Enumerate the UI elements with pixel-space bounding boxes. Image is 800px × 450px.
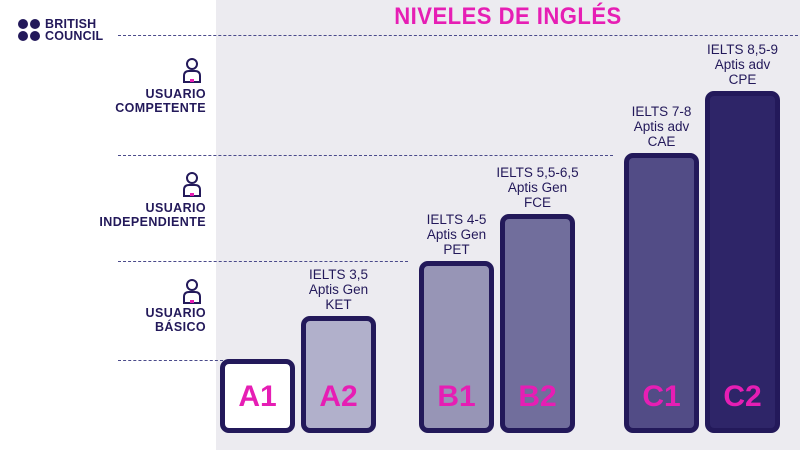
level-label-line: BÁSICO [154,320,206,334]
level-label-basico: USUARIO BÁSICO [0,306,206,334]
separator-competente [118,155,613,156]
logo-dots-icon [18,19,40,41]
bar-exam-label-line: Aptis Gen [426,227,487,242]
level-label-independiente: USUARIO INDEPENDIENTE [0,201,206,229]
bar-code-label: B1 [437,380,476,413]
logo-text-line2: COUNCIL [45,29,104,43]
bar-code-label: B2 [518,380,557,413]
bar-a2: A2 [301,316,376,433]
bar-exam-label-line: CPE [728,72,757,87]
bar-exam-label-line: IELTS 4-5 [426,212,487,227]
british-council-logo: BRITISH COUNCIL [18,18,103,42]
chart-title: NIVELES DE INGLÉS [394,3,622,30]
level-label-line: USUARIO [145,201,206,215]
bar-exam-label-line: IELTS 3,5 [308,267,369,282]
user-icon [182,57,202,83]
level-label-line: USUARIO [145,306,206,320]
user-icon [182,171,202,197]
bar-exam-label-line: KET [325,297,352,312]
level-label-competente: USUARIO COMPETENTE [0,87,206,115]
bar-exam-label-line: PET [443,242,470,257]
separator-top [118,35,800,36]
user-icon [182,278,202,304]
bar-exam-label-line: FCE [524,195,551,210]
bar-exam-label-line: IELTS 7-8 [631,104,692,119]
bar-c1: C1 [624,153,699,433]
bar-code-label: C1 [642,380,681,413]
bar-exam-label-line: IELTS 5,5-6,5 [496,165,579,180]
bar-exam-label-line: Aptis Gen [507,180,568,195]
bar-exam-label-c2: IELTS 8,5-9 Aptis adv CPE [688,42,798,87]
bar-code-label: A2 [319,380,358,413]
bar-exam-label-c1: IELTS 7-8 Aptis adv CAE [607,104,717,149]
separator-basico [118,360,223,361]
bar-exam-label-b1: IELTS 4-5 Aptis Gen PET [402,212,512,257]
bar-exam-label-line: Aptis Gen [308,282,369,297]
bar-b2: B2 [500,214,575,433]
bar-b1: B1 [419,261,494,433]
bar-exam-label-a2: IELTS 3,5 Aptis Gen KET [284,267,394,312]
bar-exam-label-b2: IELTS 5,5-6,5 Aptis Gen FCE [483,165,593,210]
separator-independiente [118,261,408,262]
level-label-line: INDEPENDIENTE [99,215,206,229]
bar-exam-label-line: Aptis adv [633,119,690,134]
bar-exam-label-line: Aptis adv [714,57,771,72]
bar-exam-label-line: CAE [647,134,676,149]
bar-c2: C2 [705,91,780,433]
bar-exam-label-line: IELTS 8,5-9 [706,42,779,57]
bar-code-label: A1 [238,380,277,413]
level-label-line: USUARIO [145,87,206,101]
bar-code-label: C2 [723,380,762,413]
bar-a1: A1 [220,359,295,433]
level-label-line: COMPETENTE [115,101,206,115]
logo-text-line1: BRITISH [45,17,97,31]
